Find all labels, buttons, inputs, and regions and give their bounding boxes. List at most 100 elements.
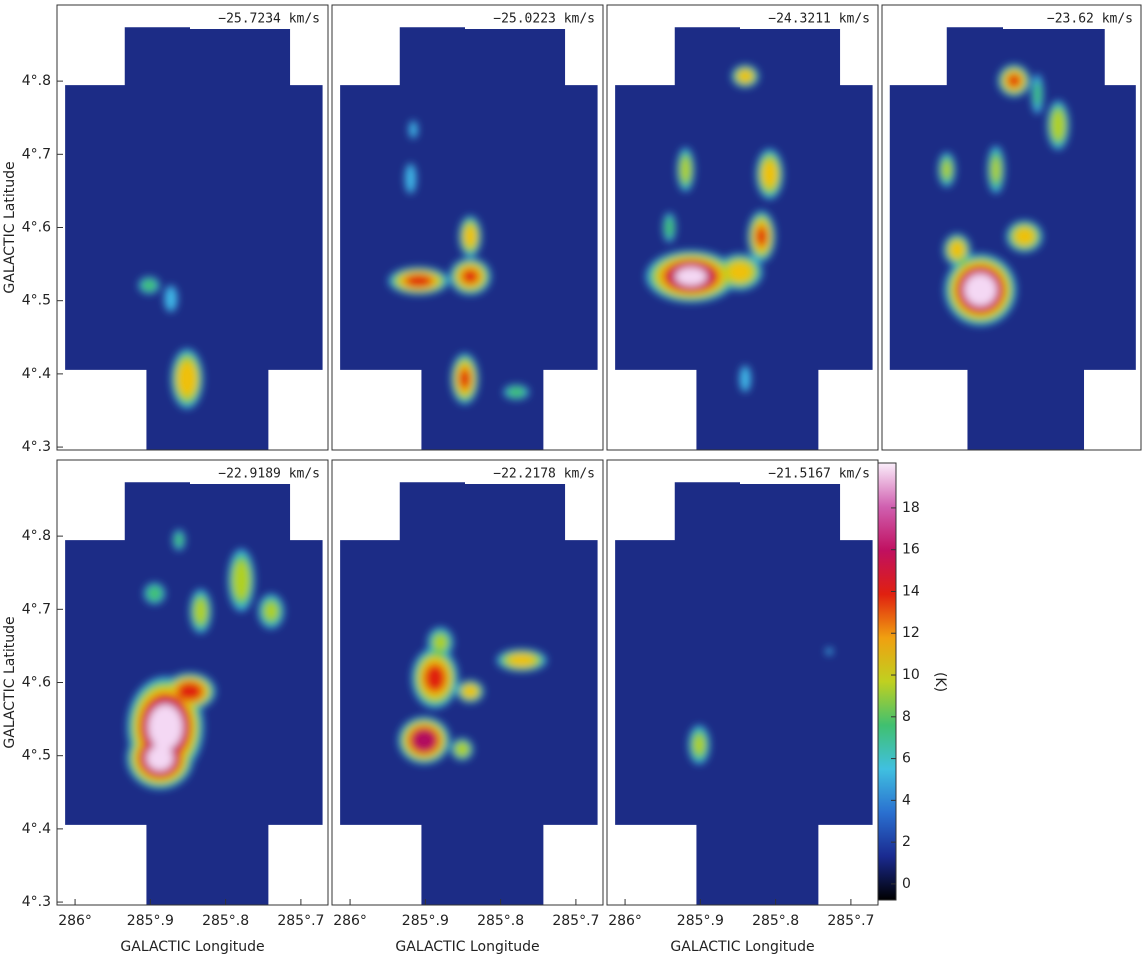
beam	[617, 879, 629, 891]
emission-blob	[1014, 228, 1034, 245]
beam-label: HPBW	[359, 423, 401, 439]
emission-blob	[964, 273, 997, 307]
x-tick-label: 285°.8	[477, 913, 524, 929]
emission-blob	[464, 225, 477, 248]
emission-blob	[755, 226, 768, 247]
emission-blob	[727, 262, 752, 282]
y-tick-label: 4°.7	[22, 601, 51, 617]
y-tick-label: 4°.8	[22, 73, 51, 89]
emission-blob	[506, 386, 526, 398]
emission-blob	[825, 647, 833, 655]
y-tick-label: 4°.3	[22, 439, 51, 455]
emission-blob	[194, 598, 208, 625]
colorbar-tick-label: 18	[902, 500, 920, 516]
beam	[892, 424, 904, 436]
emission	[126, 529, 284, 790]
emission-blob	[174, 532, 184, 548]
emission	[646, 64, 784, 392]
label-box	[740, 7, 875, 29]
y-tick-label: 4°.5	[22, 293, 51, 309]
emission-blob	[693, 734, 705, 756]
emission-blob	[433, 634, 448, 651]
channel-map: −25.0223 km/s HPBW	[331, 4, 604, 451]
colorbar-scale	[877, 462, 897, 901]
emission-blob	[177, 361, 197, 396]
velocity-label: −25.0223 km/s	[493, 12, 595, 27]
x-tick-label: 286°	[608, 913, 642, 929]
emission-blob	[680, 156, 691, 183]
emission-blob	[664, 216, 675, 239]
beam-label: HPBW	[84, 423, 126, 439]
footprint	[65, 27, 323, 450]
emission-blob	[176, 681, 204, 702]
velocity-label: −24.3211 km/s	[768, 12, 870, 27]
emission	[138, 276, 204, 409]
colorbar-tick-label: 12	[902, 625, 920, 641]
emission	[938, 64, 1070, 326]
channel-map: −22.9189 km/s HPBW 286° 285°.9 285°.8 285°.7 4…	[2, 459, 329, 955]
channel-map: −22.2178 km/s HPBW 286° 285°.9 285°.8 285°.7 G…	[331, 459, 604, 955]
panel-frame	[881, 4, 1142, 451]
x-tick-label: 285°.8	[752, 913, 799, 929]
beam-label: HPBW	[909, 423, 951, 439]
emission-blob	[675, 267, 707, 286]
y-axis-label: GALACTIC Latitude	[2, 161, 18, 293]
colorbar-tick-label: 8	[902, 709, 911, 725]
emission-blob	[232, 560, 250, 601]
colorbar-tick-label: 0	[902, 876, 911, 892]
velocity-label: −22.9189 km/s	[218, 467, 320, 482]
emission-blob	[463, 685, 478, 698]
beam	[617, 424, 629, 436]
colorbar-label: (K)	[932, 672, 948, 692]
emission-blob	[459, 368, 471, 390]
footprint	[615, 27, 873, 450]
label-box	[740, 462, 875, 484]
x-tick-label: 285°.7	[277, 913, 324, 929]
beam-label: HPBW	[84, 878, 126, 894]
label-box	[190, 462, 325, 484]
beam-label: HPBW	[634, 423, 676, 439]
colorbar-tick-label: 2	[902, 834, 911, 850]
emission	[388, 120, 529, 405]
emission-blob	[148, 704, 183, 750]
emission-blob	[264, 602, 278, 621]
channel-map: −23.62 km/s HPBW	[881, 4, 1142, 451]
y-tick-label: 4°.4	[22, 821, 51, 837]
emission-blob	[1050, 109, 1066, 141]
x-axis-label: GALACTIC Longitude	[670, 939, 814, 955]
emission-blob	[146, 745, 174, 771]
velocity-label: −21.5167 km/s	[768, 467, 870, 482]
emission-blob	[404, 163, 417, 194]
velocity-label: −25.7234 km/s	[218, 12, 320, 27]
beam	[67, 424, 79, 436]
x-tick-label: 285°.7	[552, 913, 599, 929]
emission-blob	[454, 742, 470, 757]
beam	[67, 879, 79, 891]
beam	[342, 424, 354, 436]
emission-blob	[991, 157, 1001, 183]
channel-map: −24.3211 km/s HPBW	[606, 4, 879, 451]
emission-blob	[141, 278, 158, 292]
emission-blob	[461, 268, 479, 284]
beam-label: HPBW	[359, 878, 401, 894]
colorbar-tick-label: 6	[902, 751, 911, 767]
emission-blob	[404, 274, 433, 288]
panel-frame	[331, 4, 604, 451]
colorbar-tick-label: 16	[902, 542, 920, 558]
x-tick-label: 285°.9	[677, 913, 724, 929]
emission-blob	[1007, 74, 1021, 88]
x-tick-label: 286°	[58, 913, 92, 929]
channel-map: −25.7234 km/s HPBW 4°.3 4°.4 4°.5 4°.6 4°.7 4°.…	[2, 4, 329, 455]
beam	[342, 879, 354, 891]
emission-blob	[950, 241, 965, 259]
label-box	[465, 462, 600, 484]
emission-blob	[738, 70, 753, 83]
emission-blob	[942, 160, 952, 179]
label-box	[1003, 7, 1138, 29]
x-tick-label: 285°.9	[402, 913, 449, 929]
x-axis-label: GALACTIC Longitude	[120, 939, 264, 955]
x-tick-label: 285°.9	[127, 913, 174, 929]
emission-blob	[424, 663, 446, 693]
emission	[398, 627, 547, 764]
y-tick-label: 4°.4	[22, 366, 51, 382]
